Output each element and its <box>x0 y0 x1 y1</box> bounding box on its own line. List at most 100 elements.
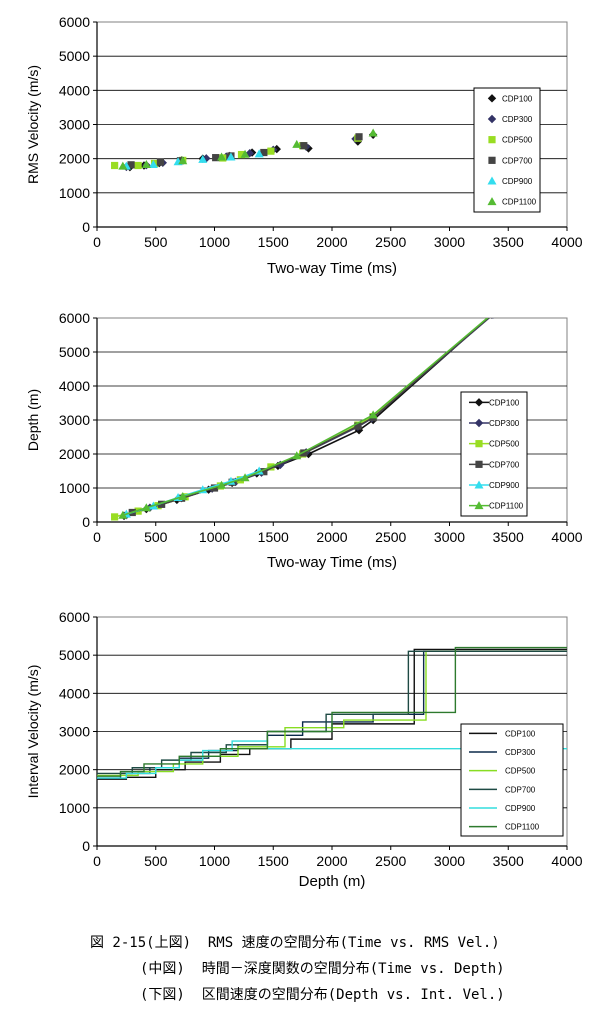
legend-label: CDP300 <box>502 115 533 124</box>
legend-marker <box>474 501 484 510</box>
series-cdp500-point <box>111 513 119 521</box>
series-cdp1100-point <box>118 510 128 519</box>
y-tick-label: 0 <box>82 514 90 530</box>
series-cdp900-line <box>97 740 567 779</box>
legend-label: CDP100 <box>489 398 520 407</box>
legend-marker <box>487 114 497 124</box>
x-axis-label: Depth (m) <box>299 873 366 890</box>
legend-entry-cdp300: CDP300 <box>469 748 536 757</box>
legend-entry-cdp900: CDP900 <box>469 804 536 813</box>
legend-entry-cdp100: CDP100 <box>487 94 533 103</box>
legend-entry-cdp500: CDP500 <box>469 440 520 449</box>
x-tick-label: 2000 <box>316 853 347 869</box>
legend-box <box>460 723 564 837</box>
series-cdp700-point <box>127 161 135 169</box>
series-cdp900-point <box>198 154 208 163</box>
series-cdp700-point <box>156 158 165 166</box>
y-tick-label: 4000 <box>59 685 90 701</box>
x-tick-label: 500 <box>144 529 168 545</box>
series-cdp100-line <box>97 648 567 780</box>
x-tick-label: 500 <box>144 853 168 869</box>
legend-entry-cdp100: CDP100 <box>469 398 520 407</box>
legend-label: CDP100 <box>505 729 536 738</box>
x-tick-label: 2500 <box>375 234 406 250</box>
x-tick-label: 0 <box>93 853 101 869</box>
legend-label: CDP300 <box>505 748 536 757</box>
series-cdp100-point <box>491 318 493 319</box>
y-tick-label: 4000 <box>59 82 90 98</box>
x-tick-label: 2000 <box>316 529 347 545</box>
y-tick-label: 3000 <box>59 724 90 740</box>
y-tick-label: 0 <box>82 219 90 235</box>
series-cdp500-point <box>134 161 142 170</box>
x-tick-label: 4000 <box>551 234 582 250</box>
series-cdp1100-point <box>292 451 302 460</box>
y-tick-label: 4000 <box>59 378 90 394</box>
x-tick-label: 3500 <box>493 853 524 869</box>
y-tick-label: 1000 <box>59 800 90 816</box>
legend-entry-cdp700: CDP700 <box>469 785 536 794</box>
series-cdp1100-point <box>217 480 227 489</box>
y-tick-label: 1000 <box>59 185 90 201</box>
legend-box <box>473 87 541 213</box>
legend-label: CDP500 <box>489 440 520 449</box>
chart-2: 0 1000 2000 3000 4000 5000 6000 0 500 1000 1500 200… <box>25 309 583 571</box>
x-tick-label: 1500 <box>258 529 289 545</box>
legend-label: CDP900 <box>502 177 533 186</box>
series-cdp500-point <box>237 150 246 159</box>
legend-marker <box>475 440 483 448</box>
y-tick-label: 0 <box>82 838 90 854</box>
series-cdp500-point <box>491 309 498 316</box>
y-tick-label: 5000 <box>59 48 90 64</box>
legend-entry-cdp1100: CDP1100 <box>469 823 540 832</box>
x-tick-label: 2500 <box>375 853 406 869</box>
legend-entry-cdp700: CDP700 <box>488 156 533 165</box>
series-layer <box>111 309 498 521</box>
figure-caption-line-3: (下図) 区間速度の空間分布(Depth vs. Int. Vel.) <box>140 987 505 1003</box>
legend-entry-cdp100: CDP100 <box>469 729 536 738</box>
legend-entry-cdp300: CDP300 <box>487 114 533 124</box>
legend-label: CDP300 <box>489 419 520 428</box>
x-tick-label: 1500 <box>258 234 289 250</box>
legend: CDP100 CDP300 CDP500 CDP700 CDP900 CDP1100 <box>460 723 564 837</box>
y-axis-label: Depth (m) <box>25 389 41 451</box>
figure-caption-line-2: (中図) 時間－深度関数の空間分布(Time vs. Depth) <box>140 961 505 977</box>
legend-marker <box>474 480 484 489</box>
x-tick-label: 4000 <box>551 529 582 545</box>
legend-marker <box>487 94 497 103</box>
series-cdp1100-point <box>178 156 188 165</box>
legend-label: CDP700 <box>489 460 520 469</box>
x-tick-label: 0 <box>93 234 101 250</box>
x-tick-label: 3000 <box>434 234 465 250</box>
x-tick-label: 2500 <box>375 529 406 545</box>
x-axis-label: Two-way Time (ms) <box>267 554 397 571</box>
figure-caption-line-1: 図 2-15(上図) RMS 速度の空間分布(Time vs. RMS Vel.… <box>90 935 500 951</box>
y-tick-label: 6000 <box>59 14 90 30</box>
legend-label: CDP500 <box>505 767 536 776</box>
y-tick-label: 2000 <box>59 151 90 167</box>
x-tick-label: 1000 <box>199 529 230 545</box>
series-cdp700-point <box>300 449 308 457</box>
y-tick-label: 5000 <box>59 647 90 663</box>
legend-box <box>460 391 528 517</box>
series-cdp1100-point <box>240 473 250 482</box>
series-cdp900-point <box>254 149 264 158</box>
series-cdp700-point <box>355 133 363 141</box>
series-cdp900-point <box>148 159 158 168</box>
legend-label: CDP700 <box>505 785 536 794</box>
series-cdp700-point <box>260 468 268 476</box>
series-cdp1100-point <box>240 149 250 158</box>
series-cdp700-point <box>158 500 166 508</box>
y-tick-label: 3000 <box>59 117 90 133</box>
y-tick-label: 6000 <box>59 609 90 625</box>
x-axis-label: Two-way Time (ms) <box>267 260 397 277</box>
y-tick-label: 3000 <box>59 412 90 428</box>
legend: CDP100 CDP300 CDP500 CDP700 CDP900 CDP1100 <box>460 391 528 517</box>
series-cdp1100-line <box>97 646 567 777</box>
legend-marker <box>475 460 483 468</box>
series-cdp700-point <box>354 422 362 430</box>
chart-1: 0 1000 2000 3000 4000 5000 6000 0 500 1000 1500 200… <box>25 14 583 277</box>
legend-entry-cdp700: CDP700 <box>469 460 520 469</box>
legend-label: CDP1100 <box>505 823 540 832</box>
